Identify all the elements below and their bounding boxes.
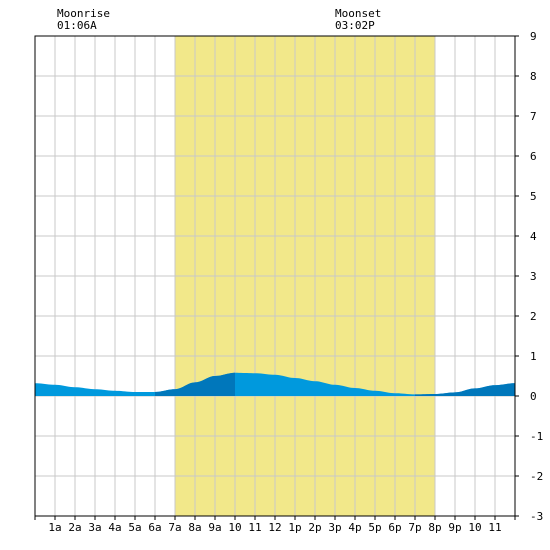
x-tick-label: 6a	[148, 521, 161, 534]
x-tick-label: 2a	[68, 521, 81, 534]
x-tick-label: 12	[268, 521, 281, 534]
tide-rising-segment	[415, 383, 515, 396]
x-tick-label: 8p	[428, 521, 441, 534]
x-tick-label: 7a	[168, 521, 181, 534]
x-axis-ticks: 1a 2a 3a 4a 5a 6a 7a 8a 9a 10 11 12 1p 2p 3p 4p 5p 6p 7p 8p…	[34, 516, 516, 534]
y-tick-label: -2	[530, 470, 543, 483]
x-tick-label: 8a	[188, 521, 201, 534]
tide-rising-segment	[155, 372, 235, 396]
x-tick-label: 10	[468, 521, 481, 534]
y-tick-label: -3	[530, 510, 543, 523]
moonrise-time: 01:06A	[57, 19, 97, 32]
x-tick-label: 11	[488, 521, 501, 534]
y-tick-label: 0	[530, 390, 537, 403]
x-tick-label: 3a	[88, 521, 101, 534]
x-tick-label: 1a	[48, 521, 61, 534]
tide-area	[35, 372, 515, 396]
x-tick-label: 5a	[128, 521, 141, 534]
x-tick-label: 10	[228, 521, 241, 534]
y-tick-label: 8	[530, 70, 537, 83]
x-tick-label: 1p	[288, 521, 301, 534]
y-tick-label: 1	[530, 350, 537, 363]
y-tick-label: 9	[530, 30, 537, 43]
grid-lines	[35, 36, 515, 516]
x-tick-label: 4a	[108, 521, 121, 534]
y-tick-label: 4	[530, 230, 537, 243]
y-axis-ticks: -3 -2 -1 0 1 2 3 4 5 6 7 8 9	[515, 30, 543, 523]
x-tick-label: 6p	[388, 521, 401, 534]
y-tick-label: 7	[530, 110, 537, 123]
moonset-time: 03:02P	[335, 19, 375, 32]
y-tick-label: 2	[530, 310, 537, 323]
y-tick-label: -1	[530, 430, 543, 443]
x-tick-label: 2p	[308, 521, 321, 534]
x-tick-label: 11	[248, 521, 261, 534]
x-tick-label: 9a	[208, 521, 221, 534]
x-tick-label: 4p	[348, 521, 361, 534]
y-tick-label: 5	[530, 190, 537, 203]
x-tick-label: 9p	[448, 521, 461, 534]
moonrise-label: Moonrise	[57, 7, 110, 20]
y-tick-label: 6	[530, 150, 537, 163]
x-tick-label: 7p	[408, 521, 421, 534]
moonset-label: Moonset	[335, 7, 382, 20]
x-tick-label: 5p	[368, 521, 381, 534]
tide-dark-segments	[155, 372, 515, 396]
y-tick-label: 3	[530, 270, 537, 283]
x-tick-label: 3p	[328, 521, 341, 534]
